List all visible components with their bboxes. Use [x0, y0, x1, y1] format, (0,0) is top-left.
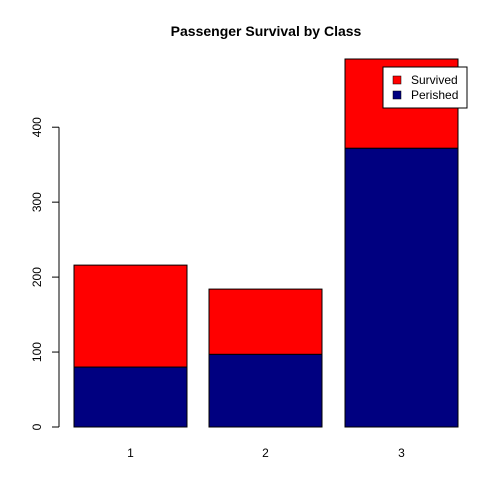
y-axis: 0 100 200 300 400: [30, 117, 60, 430]
bars: [73, 58, 459, 428]
y-tick-label: 0: [30, 423, 44, 430]
bar-survived-class-2: [208, 288, 323, 355]
legend-label-survived: Survived: [411, 73, 458, 87]
bar-perished-class-3: [344, 147, 459, 428]
x-axis-labels: 1 2 3: [127, 446, 405, 460]
chart-title: Passenger Survival by Class: [171, 23, 362, 39]
legend-swatch-survived: [392, 75, 402, 85]
y-tick-label: 200: [30, 267, 44, 287]
y-tick-label: 300: [30, 192, 44, 212]
y-tick-label: 100: [30, 342, 44, 362]
legend-box: [382, 66, 468, 109]
bar-perished-class-2: [208, 353, 323, 428]
legend-label-perished: Perished: [411, 88, 458, 102]
x-tick-label: 3: [398, 446, 405, 460]
y-tick-label: 400: [30, 117, 44, 137]
legend-swatch-perished: [392, 90, 402, 100]
bar-survived-class-1: [73, 264, 188, 368]
bar-perished-class-1: [73, 366, 188, 428]
x-tick-label: 1: [127, 446, 134, 460]
x-tick-label: 2: [262, 446, 269, 460]
